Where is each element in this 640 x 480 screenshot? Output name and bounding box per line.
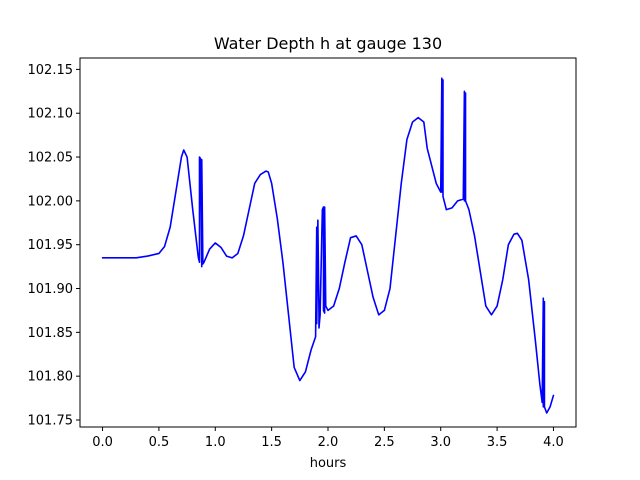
x-tick-label: 3.0 — [430, 435, 451, 450]
chart-title: Water Depth h at gauge 130 — [214, 34, 442, 53]
x-axis: 0.0 0.5 1.0 1.5 2.0 2.5 3.0 3.5 4.0 — [92, 427, 564, 450]
y-tick-label: 101.95 — [28, 238, 74, 253]
series-layer — [101, 77, 555, 414]
y-tick-label: 101.75 — [28, 413, 74, 428]
y-tick-label: 102.15 — [28, 63, 74, 78]
plot-area — [80, 58, 576, 427]
y-tick-label: 101.85 — [28, 326, 74, 341]
x-tick-label: 0.0 — [92, 435, 113, 450]
y-tick-label: 101.90 — [28, 282, 74, 297]
series-line — [101, 77, 555, 414]
y-tick-label: 101.80 — [28, 370, 74, 385]
x-tick-label: 3.5 — [487, 435, 508, 450]
x-tick-label: 4.0 — [543, 435, 564, 450]
x-tick-label: 2.5 — [374, 435, 395, 450]
y-tick-label: 102.10 — [28, 107, 74, 122]
x-axis-label: hours — [310, 456, 347, 471]
x-tick-label: 2.0 — [318, 435, 339, 450]
y-tick-label: 102.05 — [28, 151, 74, 166]
plot-frame — [79, 57, 577, 428]
y-tick-label: 102.00 — [28, 194, 74, 209]
x-tick-label: 1.5 — [261, 435, 282, 450]
y-axis: 101.75 101.80 101.85 101.90 101.95 102.00 102.… — [28, 63, 80, 428]
x-tick-label: 0.5 — [149, 435, 170, 450]
x-tick-label: 1.0 — [205, 435, 226, 450]
